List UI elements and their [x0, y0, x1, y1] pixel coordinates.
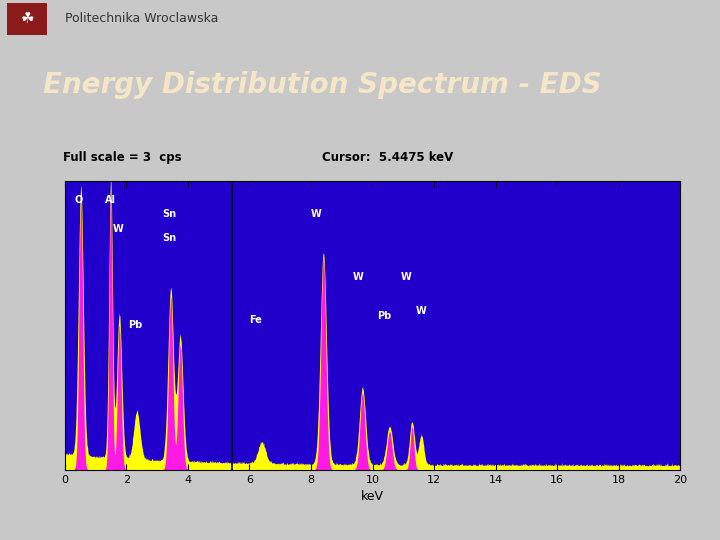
Text: Sn: Sn [162, 233, 176, 244]
Text: Full scale = 3  cps: Full scale = 3 cps [63, 151, 181, 164]
Text: Energy Distribution Spectrum - EDS: Energy Distribution Spectrum - EDS [43, 71, 602, 99]
Text: Sn: Sn [162, 210, 176, 219]
Text: W: W [415, 306, 426, 316]
Text: ☘: ☘ [21, 11, 34, 26]
Text: W: W [400, 272, 411, 282]
X-axis label: keV: keV [361, 490, 384, 503]
Text: W: W [112, 224, 123, 234]
Text: O: O [74, 195, 82, 205]
Text: Pb: Pb [377, 310, 392, 321]
Text: Al: Al [105, 195, 116, 205]
Text: Cursor:  5.4475 keV: Cursor: 5.4475 keV [322, 151, 453, 164]
Text: W: W [353, 272, 364, 282]
Text: Fe: Fe [250, 315, 262, 325]
Bar [7, 3, 47, 35]
Text: W: W [311, 210, 322, 219]
Text: Pb: Pb [128, 320, 142, 330]
Bar [0, 38, 29, 124]
Text: Politechnika Wroclawska: Politechnika Wroclawska [65, 12, 218, 25]
